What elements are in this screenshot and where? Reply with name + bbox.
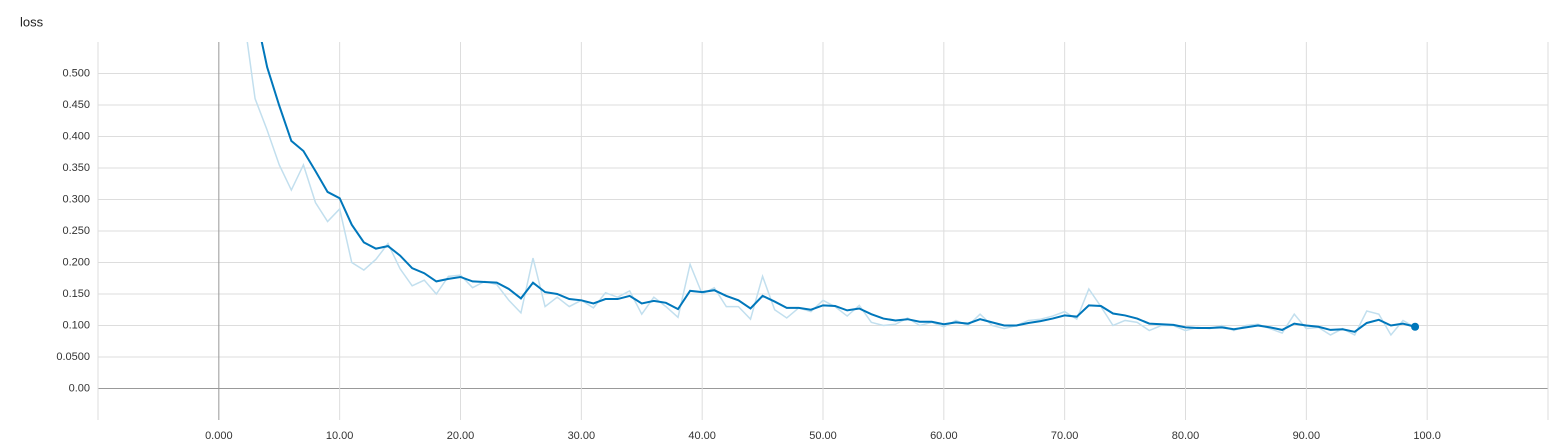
x-tick-label: 10.00 bbox=[326, 430, 354, 442]
line-series bbox=[246, 42, 1416, 337]
x-tick-label: 90.00 bbox=[1293, 430, 1321, 442]
y-tick-label: 0.100 bbox=[62, 319, 90, 331]
line-series bbox=[260, 42, 1416, 333]
y-tick-label: 0.00 bbox=[69, 382, 90, 394]
y-tick-label: 0.200 bbox=[62, 256, 90, 268]
y-tick-label: 0.0500 bbox=[56, 351, 90, 363]
x-tick-label: 70.00 bbox=[1051, 430, 1079, 442]
y-tick-label: 0.400 bbox=[62, 130, 90, 142]
y-tick-label: 0.500 bbox=[62, 67, 90, 79]
y-tick-label: 0.250 bbox=[62, 225, 90, 237]
y-tick-label: 0.300 bbox=[62, 193, 90, 205]
y-tick-label: 0.350 bbox=[62, 162, 90, 174]
x-tick-label: 80.00 bbox=[1172, 430, 1200, 442]
x-tick-label: 30.00 bbox=[568, 430, 596, 442]
end-marker bbox=[1411, 322, 1420, 331]
x-tick-label: 20.00 bbox=[447, 430, 475, 442]
x-tick-label: 50.00 bbox=[809, 430, 837, 442]
y-tick-label: 0.450 bbox=[62, 99, 90, 111]
x-tick-label: 100.0 bbox=[1413, 430, 1441, 442]
x-tick-label: 0.000 bbox=[205, 430, 233, 442]
x-tick-label: 40.00 bbox=[688, 430, 716, 442]
chart-title: loss bbox=[20, 14, 44, 29]
x-tick-label: 60.00 bbox=[930, 430, 958, 442]
y-tick-label: 0.150 bbox=[62, 288, 90, 300]
